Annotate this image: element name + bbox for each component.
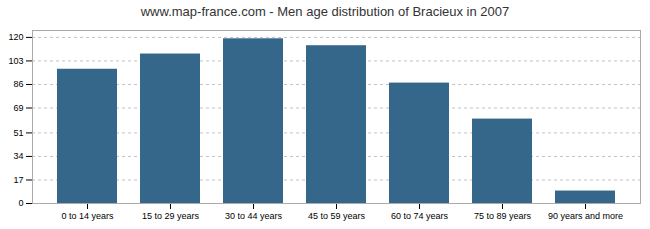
svg-text:60 to 74 years: 60 to 74 years [391,211,449,221]
svg-text:86: 86 [13,79,23,89]
svg-text:45 to 59 years: 45 to 59 years [308,211,366,221]
svg-text:0 to 14 years: 0 to 14 years [61,211,114,221]
svg-text:0: 0 [18,198,23,208]
svg-text:90 years and more: 90 years and more [548,211,623,221]
html-text:www.map-france.com - Men age d: www.map-france.com - Men age distributio… [140,4,510,19]
svg-text:120: 120 [8,32,23,42]
svg-text:75 to 89 years: 75 to 89 years [474,211,532,221]
svg-text:34: 34 [13,151,23,161]
svg-text:30 to 44 years: 30 to 44 years [225,211,283,221]
svg-text:51: 51 [13,128,23,138]
svg-text:15 to 29 years: 15 to 29 years [142,211,200,221]
svg-text:69: 69 [13,103,23,113]
svg-text:103: 103 [8,56,23,66]
svg-text:17: 17 [13,175,23,185]
